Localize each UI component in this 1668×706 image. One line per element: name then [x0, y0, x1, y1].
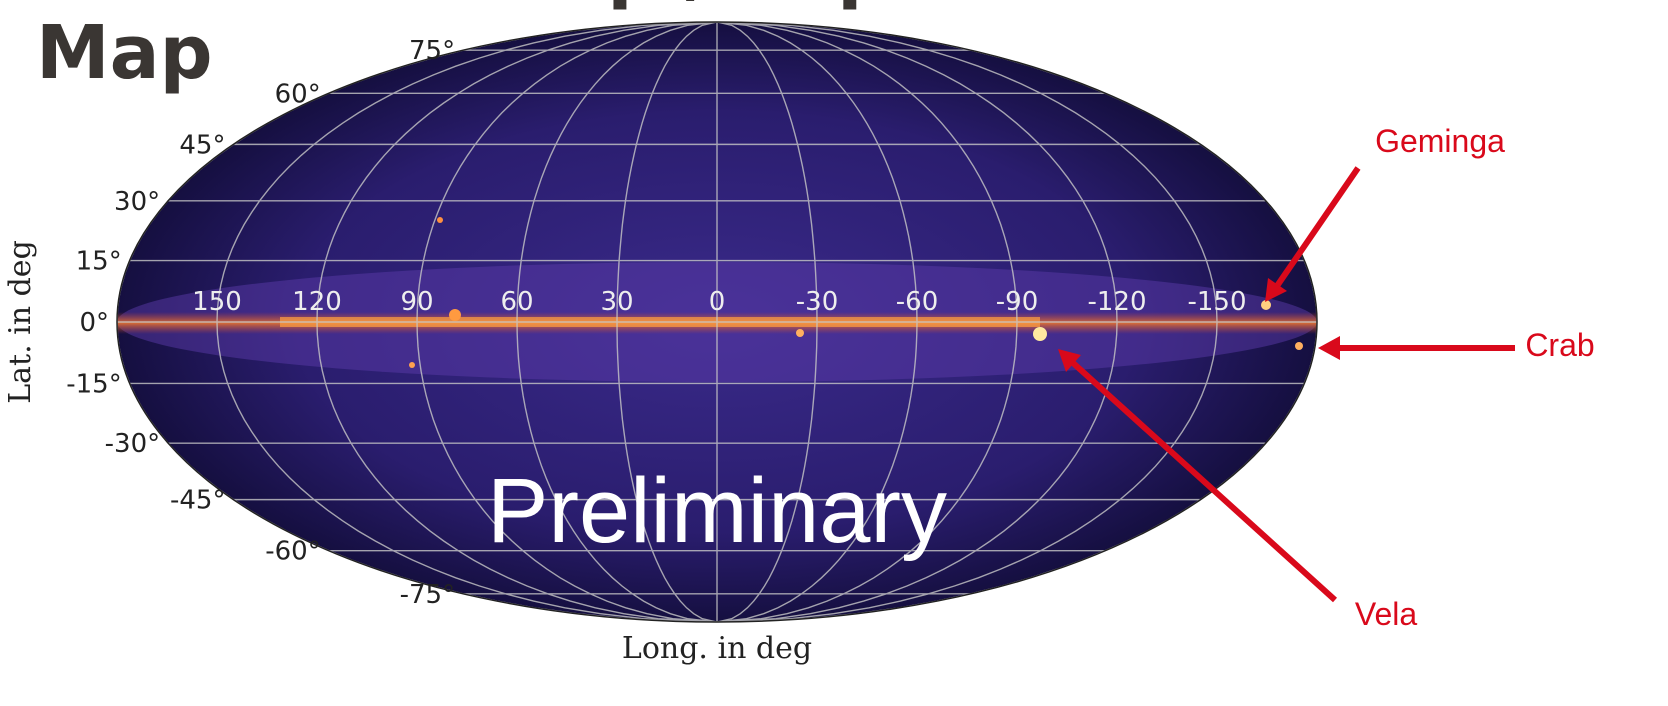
lon-label: 120	[292, 287, 342, 317]
lon-label: 60	[500, 287, 533, 317]
lat-label: 0°	[79, 308, 109, 338]
title: Full Count Map / Exposure Map	[36, 0, 1150, 96]
lon-label: -120	[1087, 287, 1146, 317]
meridian	[716, 22, 1218, 622]
lon-label: 90	[400, 287, 433, 317]
lat-label: -75°	[400, 580, 455, 610]
lon-label: 0	[709, 287, 726, 317]
meridian	[316, 22, 718, 622]
lon-label: 150	[192, 287, 242, 317]
meridian	[616, 22, 718, 622]
meridian	[716, 22, 818, 622]
lat-label: 75°	[409, 36, 455, 66]
lat-label: -60°	[265, 537, 320, 567]
lat-label: 60°	[275, 79, 321, 109]
meridian	[716, 22, 1118, 622]
lat-label: -15°	[66, 369, 121, 399]
meridian	[716, 22, 1018, 622]
lat-label: 15°	[76, 247, 122, 277]
lon-label: -30	[796, 287, 838, 317]
lon-label: 30	[600, 287, 633, 317]
arrows	[1058, 166, 1515, 603]
y-axis-label: Lat. in deg	[3, 240, 38, 404]
meridian	[516, 22, 718, 622]
annotation: Vela	[1355, 596, 1417, 632]
annotation: Geminga	[1375, 123, 1505, 159]
map-content	[117, 22, 1317, 622]
x-axis-label: Long. in deg	[622, 631, 812, 666]
meridian	[416, 22, 718, 622]
lon-label: -60	[896, 287, 938, 317]
lat-label: -30°	[105, 429, 160, 459]
lat-label: -45°	[170, 486, 225, 516]
lat-label: 30°	[114, 187, 160, 217]
annotation: Crab	[1525, 327, 1594, 363]
lat-label: 45°	[179, 130, 225, 160]
meridian	[716, 22, 918, 622]
lon-label: -150	[1187, 287, 1246, 317]
watermark: Preliminary	[487, 460, 947, 562]
meridian	[216, 22, 718, 622]
lon-label: -90	[996, 287, 1038, 317]
